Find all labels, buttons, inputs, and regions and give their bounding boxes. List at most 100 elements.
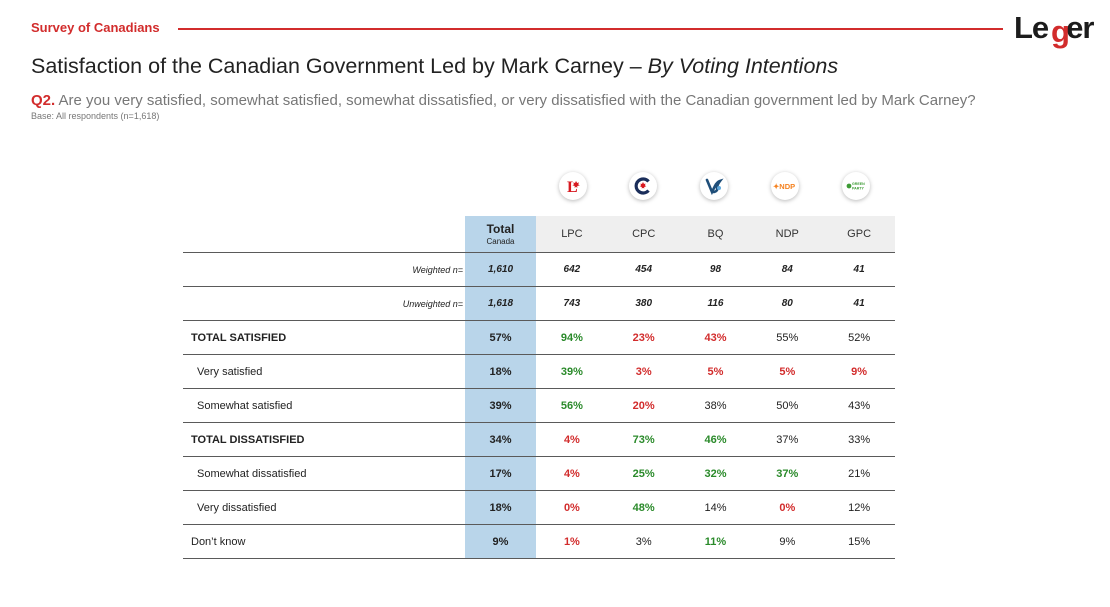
header-total-label: Total — [486, 222, 515, 236]
party-value-gpc: 41 — [823, 252, 895, 287]
party-value-cpc: 20% — [607, 388, 680, 423]
party-value-lpc: 642 — [536, 252, 608, 287]
party-value-ndp: 0% — [751, 490, 824, 525]
total-value: 17% — [465, 456, 536, 491]
party-value-lpc: 4% — [536, 456, 608, 491]
title-main: Satisfaction of the Canadian Government … — [31, 54, 648, 78]
table-row: Very dissatisfied 18% 0% 48% 14% 0% 12% — [183, 490, 895, 525]
row-label: Somewhat dissatisfied — [183, 456, 465, 491]
header-cpc: CPC — [607, 216, 680, 253]
table-row: Very satisfied 18% 39% 3% 5% 5% 9% — [183, 354, 895, 389]
party-value-bq: 46% — [679, 422, 752, 457]
party-value-bq: 32% — [679, 456, 752, 491]
party-value-ndp: 84 — [751, 252, 824, 287]
conservative-logo-icon — [629, 172, 657, 200]
party-value-bq: 43% — [679, 320, 752, 355]
page-title: Satisfaction of the Canadian Government … — [31, 54, 838, 79]
table-row: Somewhat satisfied 39% 56% 20% 38% 50% 43% — [183, 388, 895, 423]
svg-text:✦NDP: ✦NDP — [773, 182, 795, 191]
survey-label: Survey of Canadians — [31, 20, 160, 35]
party-value-bq: 98 — [679, 252, 752, 287]
party-value-cpc: 3% — [607, 524, 680, 559]
base-note: Base: All respondents (n=1,618) — [31, 111, 160, 121]
party-value-lpc: 94% — [536, 320, 608, 355]
title-emphasis: By Voting Intentions — [647, 54, 839, 78]
party-value-gpc: 43% — [823, 388, 895, 423]
table-body: Weighted n= 1,610 642 454 98 84 41 Unweighted n… — [183, 252, 895, 559]
party-value-gpc: 33% — [823, 422, 895, 457]
logo-text-left: Le — [1014, 10, 1049, 45]
total-value: 18% — [465, 354, 536, 389]
row-label: Somewhat satisfied — [183, 388, 465, 423]
party-value-bq: 5% — [679, 354, 752, 389]
header-empty-cell — [183, 216, 465, 253]
total-value: 9% — [465, 524, 536, 559]
party-value-ndp: 55% — [751, 320, 824, 355]
header-ndp: NDP — [751, 216, 824, 253]
table-row: Somewhat dissatisfied 17% 4% 25% 32% 37% 21% — [183, 456, 895, 491]
svg-text:L: L — [567, 179, 578, 195]
table-row: TOTAL DISSATISFIED 34% 4% 73% 46% 37% 33% — [183, 422, 895, 457]
row-label: TOTAL DISSATISFIED — [183, 422, 465, 457]
table-row: TOTAL SATISFIED 57% 94% 23% 43% 55% 52% — [183, 320, 895, 355]
party-value-gpc: 52% — [823, 320, 895, 355]
party-value-lpc: 1% — [536, 524, 608, 559]
row-label: Weighted n= — [183, 252, 465, 287]
party-value-cpc: 48% — [607, 490, 680, 525]
liberal-logo-icon: L — [559, 172, 587, 200]
party-value-lpc: 4% — [536, 422, 608, 457]
row-label: Very dissatisfied — [183, 490, 465, 525]
party-value-gpc: 41 — [823, 286, 895, 321]
table-row: Don’t know 9% 1% 3% 11% 9% 15% — [183, 524, 895, 559]
results-table: Total Canada LPC CPC BQ NDP GPC Weighted… — [183, 216, 895, 559]
header-gpc: GPC — [823, 216, 895, 253]
table-row: Unweighted n= 1,618 743 380 116 80 41 — [183, 286, 895, 321]
party-value-ndp: 37% — [751, 422, 824, 457]
leger-logo: Leger g — [1014, 10, 1096, 58]
total-value: 34% — [465, 422, 536, 457]
header-rule — [178, 28, 1003, 30]
party-value-cpc: 23% — [607, 320, 680, 355]
total-value: 18% — [465, 490, 536, 525]
svg-text:GREEN: GREEN — [852, 182, 865, 186]
party-value-cpc: 454 — [607, 252, 680, 287]
party-value-ndp: 5% — [751, 354, 824, 389]
party-value-cpc: 25% — [607, 456, 680, 491]
question-body: Are you very satisfied, somewhat satisfi… — [55, 92, 976, 109]
party-value-ndp: 9% — [751, 524, 824, 559]
header-total: Total Canada — [465, 216, 536, 253]
svg-text:PARTY: PARTY — [852, 187, 865, 191]
logo-text-right: er — [1066, 10, 1094, 45]
party-value-bq: 38% — [679, 388, 752, 423]
party-value-gpc: 21% — [823, 456, 895, 491]
header-bq: BQ — [679, 216, 752, 253]
party-value-lpc: 743 — [536, 286, 608, 321]
total-value: 57% — [465, 320, 536, 355]
question-text: Q2. Are you very satisfied, somewhat sat… — [31, 92, 976, 109]
table-row: Weighted n= 1,610 642 454 98 84 41 — [183, 252, 895, 287]
total-value: 1,610 — [465, 252, 536, 287]
party-value-gpc: 9% — [823, 354, 895, 389]
party-value-lpc: 0% — [536, 490, 608, 525]
header-total-sublabel: Canada — [486, 237, 515, 246]
row-label: Very satisfied — [183, 354, 465, 389]
party-value-ndp: 80 — [751, 286, 824, 321]
party-value-gpc: 15% — [823, 524, 895, 559]
logo-g: g — [1051, 14, 1070, 49]
party-value-cpc: 380 — [607, 286, 680, 321]
bloc-logo-icon — [700, 172, 728, 200]
party-value-lpc: 39% — [536, 354, 608, 389]
party-value-bq: 14% — [679, 490, 752, 525]
header-lpc: LPC — [536, 216, 608, 253]
table-header-row: Total Canada LPC CPC BQ NDP GPC — [183, 216, 895, 253]
party-value-ndp: 50% — [751, 388, 824, 423]
party-value-lpc: 56% — [536, 388, 608, 423]
party-value-bq: 116 — [679, 286, 752, 321]
party-value-ndp: 37% — [751, 456, 824, 491]
total-value: 39% — [465, 388, 536, 423]
ndp-logo-icon: ✦NDP — [771, 172, 799, 200]
green-logo-icon: GREEN PARTY — [842, 172, 870, 200]
party-value-cpc: 3% — [607, 354, 680, 389]
party-value-gpc: 12% — [823, 490, 895, 525]
question-number: Q2. — [31, 92, 56, 109]
